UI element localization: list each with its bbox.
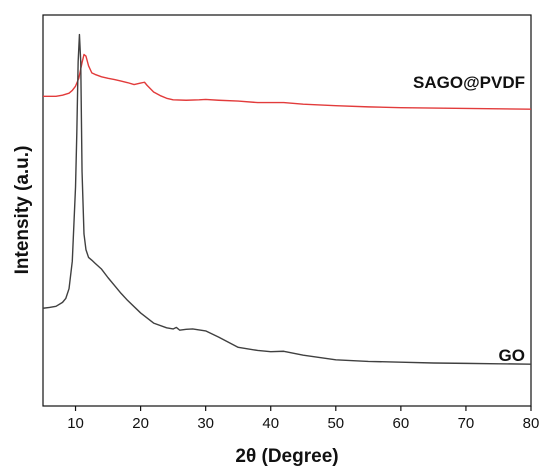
x-tick-label: 60 bbox=[393, 415, 410, 432]
x-axis-title: 2θ (Degree) bbox=[235, 446, 338, 467]
x-axis-ticks: 10 20 30 40 50 60 70 80 bbox=[67, 406, 539, 432]
x-tick-label: 20 bbox=[132, 415, 149, 432]
y-axis-title: Intensity (a.u.) bbox=[12, 146, 33, 275]
series-line-sago-pvdf bbox=[43, 53, 532, 110]
series-label-sago-pvdf: SAGO@PVDF bbox=[413, 73, 525, 92]
x-tick-label: 70 bbox=[458, 415, 475, 432]
series-layer bbox=[42, 33, 532, 365]
x-tick-label: 80 bbox=[523, 415, 540, 432]
x-tick-label: 50 bbox=[327, 415, 344, 432]
plot-frame bbox=[42, 14, 532, 407]
x-tick-label: 10 bbox=[67, 415, 84, 432]
x-tick-label: 30 bbox=[197, 415, 214, 432]
series-label-go: GO bbox=[499, 346, 525, 365]
x-tick-label: 40 bbox=[262, 415, 279, 432]
series-line-go bbox=[42, 33, 532, 365]
